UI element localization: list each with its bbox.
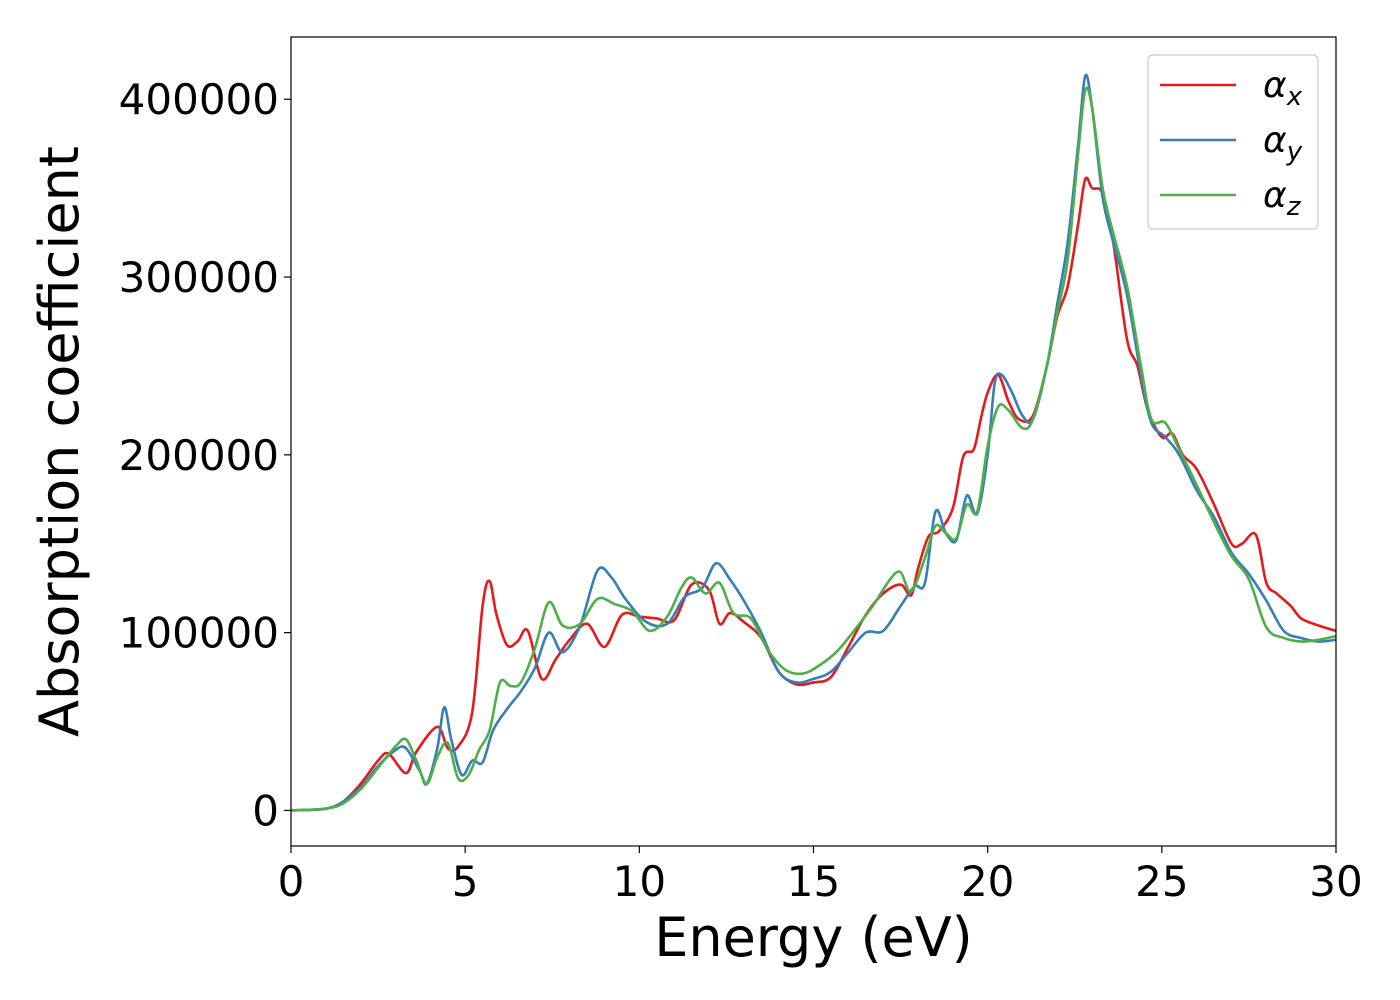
series-lines — [291, 73, 1336, 812]
axis-ticks: 0 5 10 15 20 25 30 0 100000 200000 300000 400000 — [119, 75, 1363, 906]
x-tick-label: 30 — [1309, 857, 1362, 906]
legend-entry-subscript: x — [1286, 82, 1303, 112]
legend-box — [1147, 54, 1319, 230]
x-tick-label: 15 — [787, 857, 840, 906]
x-tick-label: 10 — [613, 857, 666, 906]
series-line-alpha-z — [291, 86, 1336, 812]
x-tick-label: 5 — [452, 857, 479, 906]
legend-entry-label: αx — [1263, 65, 1303, 112]
y-tick-label: 0 — [252, 786, 279, 835]
y-axis-label: Absorption coefficient — [28, 146, 91, 737]
x-tick-label: 25 — [1135, 857, 1188, 906]
x-axis-label: Energy (eV) — [654, 906, 973, 969]
y-tick-label: 300000 — [119, 253, 279, 302]
series-line-alpha-x — [291, 176, 1336, 812]
y-tick-label: 100000 — [119, 609, 279, 658]
x-tick-label: 0 — [278, 857, 305, 906]
legend-entry-subscript: y — [1286, 137, 1303, 167]
y-tick-label: 400000 — [119, 75, 279, 124]
y-tick-label: 200000 — [119, 431, 279, 480]
legend-entry-subscript: z — [1286, 192, 1302, 222]
series-line-alpha-y — [291, 73, 1336, 812]
x-tick-label: 20 — [961, 857, 1014, 906]
